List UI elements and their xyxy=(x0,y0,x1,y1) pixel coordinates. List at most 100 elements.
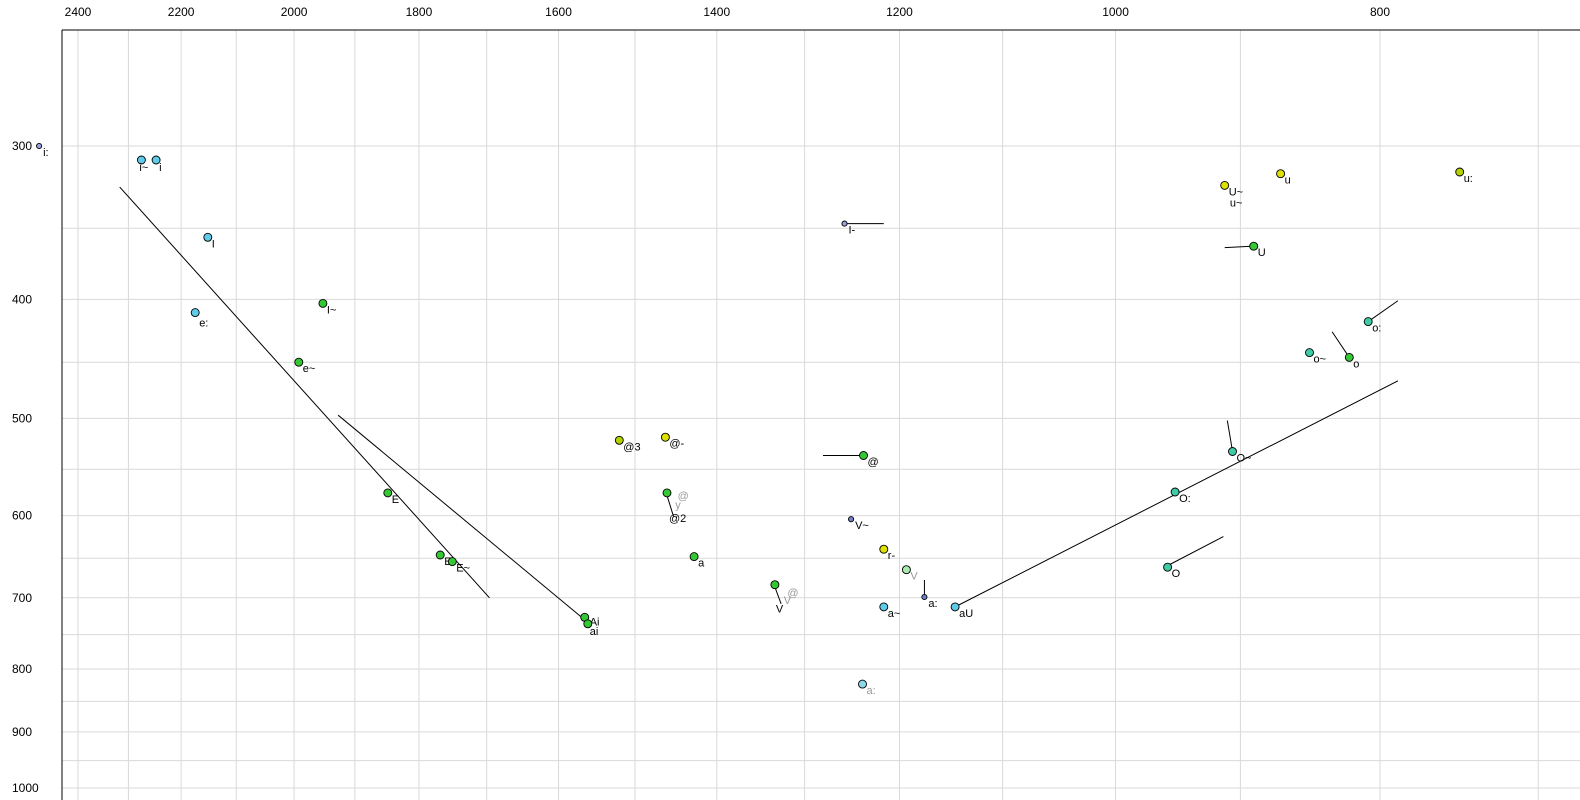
vowel-dot xyxy=(660,432,670,442)
vowel-point-u:: u: xyxy=(1455,167,1473,185)
vowel-point-I~: I~ xyxy=(318,298,336,316)
vowel-label: @ xyxy=(868,457,879,469)
vowel-label: @2 xyxy=(669,513,686,525)
vowel-label: a: xyxy=(867,685,876,697)
vowel-dot xyxy=(583,619,593,629)
vowel-label: a~ xyxy=(888,608,901,620)
vowel-dot xyxy=(190,308,200,318)
vowel-point-o:: o: xyxy=(1363,317,1381,335)
vowel-point-Ai: Ai xyxy=(580,612,600,628)
vowel-label: a xyxy=(698,558,705,570)
trajectory-line xyxy=(119,186,490,599)
vowel-dot xyxy=(136,155,146,165)
y-tick-label: 1000 xyxy=(12,781,39,795)
vowel-dot xyxy=(950,602,960,612)
vowel-label: O: xyxy=(1179,493,1191,505)
y-tick-label: 500 xyxy=(12,411,32,425)
vowel-dot xyxy=(294,357,304,367)
vowel-point-@2: @2 xyxy=(662,488,686,525)
trajectory-line xyxy=(774,586,782,605)
annotation-label: u~ xyxy=(1230,197,1243,209)
vowel-point-V~: V~ xyxy=(848,516,869,532)
trajectory-line xyxy=(1226,420,1234,452)
trajectory-line xyxy=(1331,331,1350,358)
vowel-label: V~ xyxy=(855,520,869,532)
vowel-dot xyxy=(879,602,889,612)
vowel-dot xyxy=(901,565,911,575)
x-tick-label: 800 xyxy=(1370,5,1390,19)
vowel-dot xyxy=(1163,562,1173,572)
vowel-label: O xyxy=(1172,568,1181,580)
x-tick-label: 1800 xyxy=(406,5,433,19)
annotation-label: @ xyxy=(678,490,689,502)
vowel-dot xyxy=(1228,447,1237,456)
vowel-point-@3: @3 xyxy=(614,435,641,453)
vowel-dot xyxy=(203,232,213,242)
trajectory-line xyxy=(666,495,675,517)
y-tick-label: 900 xyxy=(12,725,32,739)
annotation-label: y xyxy=(675,500,681,512)
vowel-dot xyxy=(1220,180,1230,190)
vowel-dot xyxy=(36,142,43,150)
vowel-dot xyxy=(859,451,868,460)
vowel-dot xyxy=(614,435,624,445)
vowel-label: V xyxy=(910,571,918,583)
vowel-dot xyxy=(770,580,780,590)
vowel-label: I~ xyxy=(327,304,336,316)
vowel-point-e~: e~ xyxy=(294,357,315,375)
vowel-dot xyxy=(879,544,889,554)
vowel-dot xyxy=(841,220,848,227)
vowel-point-O:: O: xyxy=(1170,487,1191,505)
trajectory-line xyxy=(337,414,589,623)
vowel-point-a:: a: xyxy=(921,593,938,610)
vowel-dot xyxy=(435,550,445,560)
vowel-label: a: xyxy=(928,598,937,610)
vowel-dot xyxy=(689,552,699,562)
x-tick-label: 1000 xyxy=(1102,5,1129,19)
vowel-label: Ai xyxy=(590,616,600,628)
trajectory-line xyxy=(1224,245,1254,249)
vowel-point-I-: I- xyxy=(841,220,856,237)
vowel-dot xyxy=(151,155,161,165)
vowel-label: u xyxy=(1285,175,1291,187)
vowel-dot xyxy=(662,488,672,498)
vowel-label: i xyxy=(159,162,161,174)
x-tick-label: 2400 xyxy=(65,5,92,19)
vowel-point-a:: a: xyxy=(858,679,876,697)
vowel-dot xyxy=(447,557,457,567)
vowel-point-E: E xyxy=(383,488,399,506)
x-tick-label: 2200 xyxy=(168,5,195,19)
y-tick-label: 300 xyxy=(12,139,32,153)
vowel-dot xyxy=(1363,317,1373,327)
vowel-label: E~ xyxy=(456,563,470,575)
x-tick-label: 1200 xyxy=(886,5,913,19)
vowel-point-i~: i~ xyxy=(136,155,148,174)
x-tick-label: 1600 xyxy=(545,5,572,19)
vowel-label: i: xyxy=(43,147,49,159)
vowel-point-r-: r- xyxy=(879,544,896,562)
vowel-label: U xyxy=(1258,247,1266,259)
vowel-point-i:: i: xyxy=(36,142,49,159)
gridlines xyxy=(62,30,1580,800)
vowel-point-o: o xyxy=(1344,352,1359,370)
vowel-label: r- xyxy=(888,550,896,562)
vowel-point-ai: ai xyxy=(583,619,599,638)
vowel-label: o: xyxy=(1372,323,1381,335)
vowel-label: U~ xyxy=(1229,186,1243,198)
annotation-label: @ xyxy=(787,587,798,599)
annotation-label: V xyxy=(784,595,792,607)
vowel-dot xyxy=(1344,352,1354,362)
vowel-dot xyxy=(1170,487,1180,497)
vowel-point-a~: a~ xyxy=(879,602,901,620)
vowel-label: i~ xyxy=(139,162,148,174)
vowel-point-o~: o~ xyxy=(1305,348,1326,366)
vowel-point-V: V xyxy=(901,565,918,583)
y-tick-label: 800 xyxy=(12,662,32,676)
vowel-label: ai xyxy=(590,626,599,638)
vowel-label: O~ xyxy=(1237,453,1252,465)
vowel-label: aU xyxy=(959,608,973,620)
vowel-point-i: i xyxy=(151,155,162,174)
vowel-point-@-: @- xyxy=(660,432,685,450)
